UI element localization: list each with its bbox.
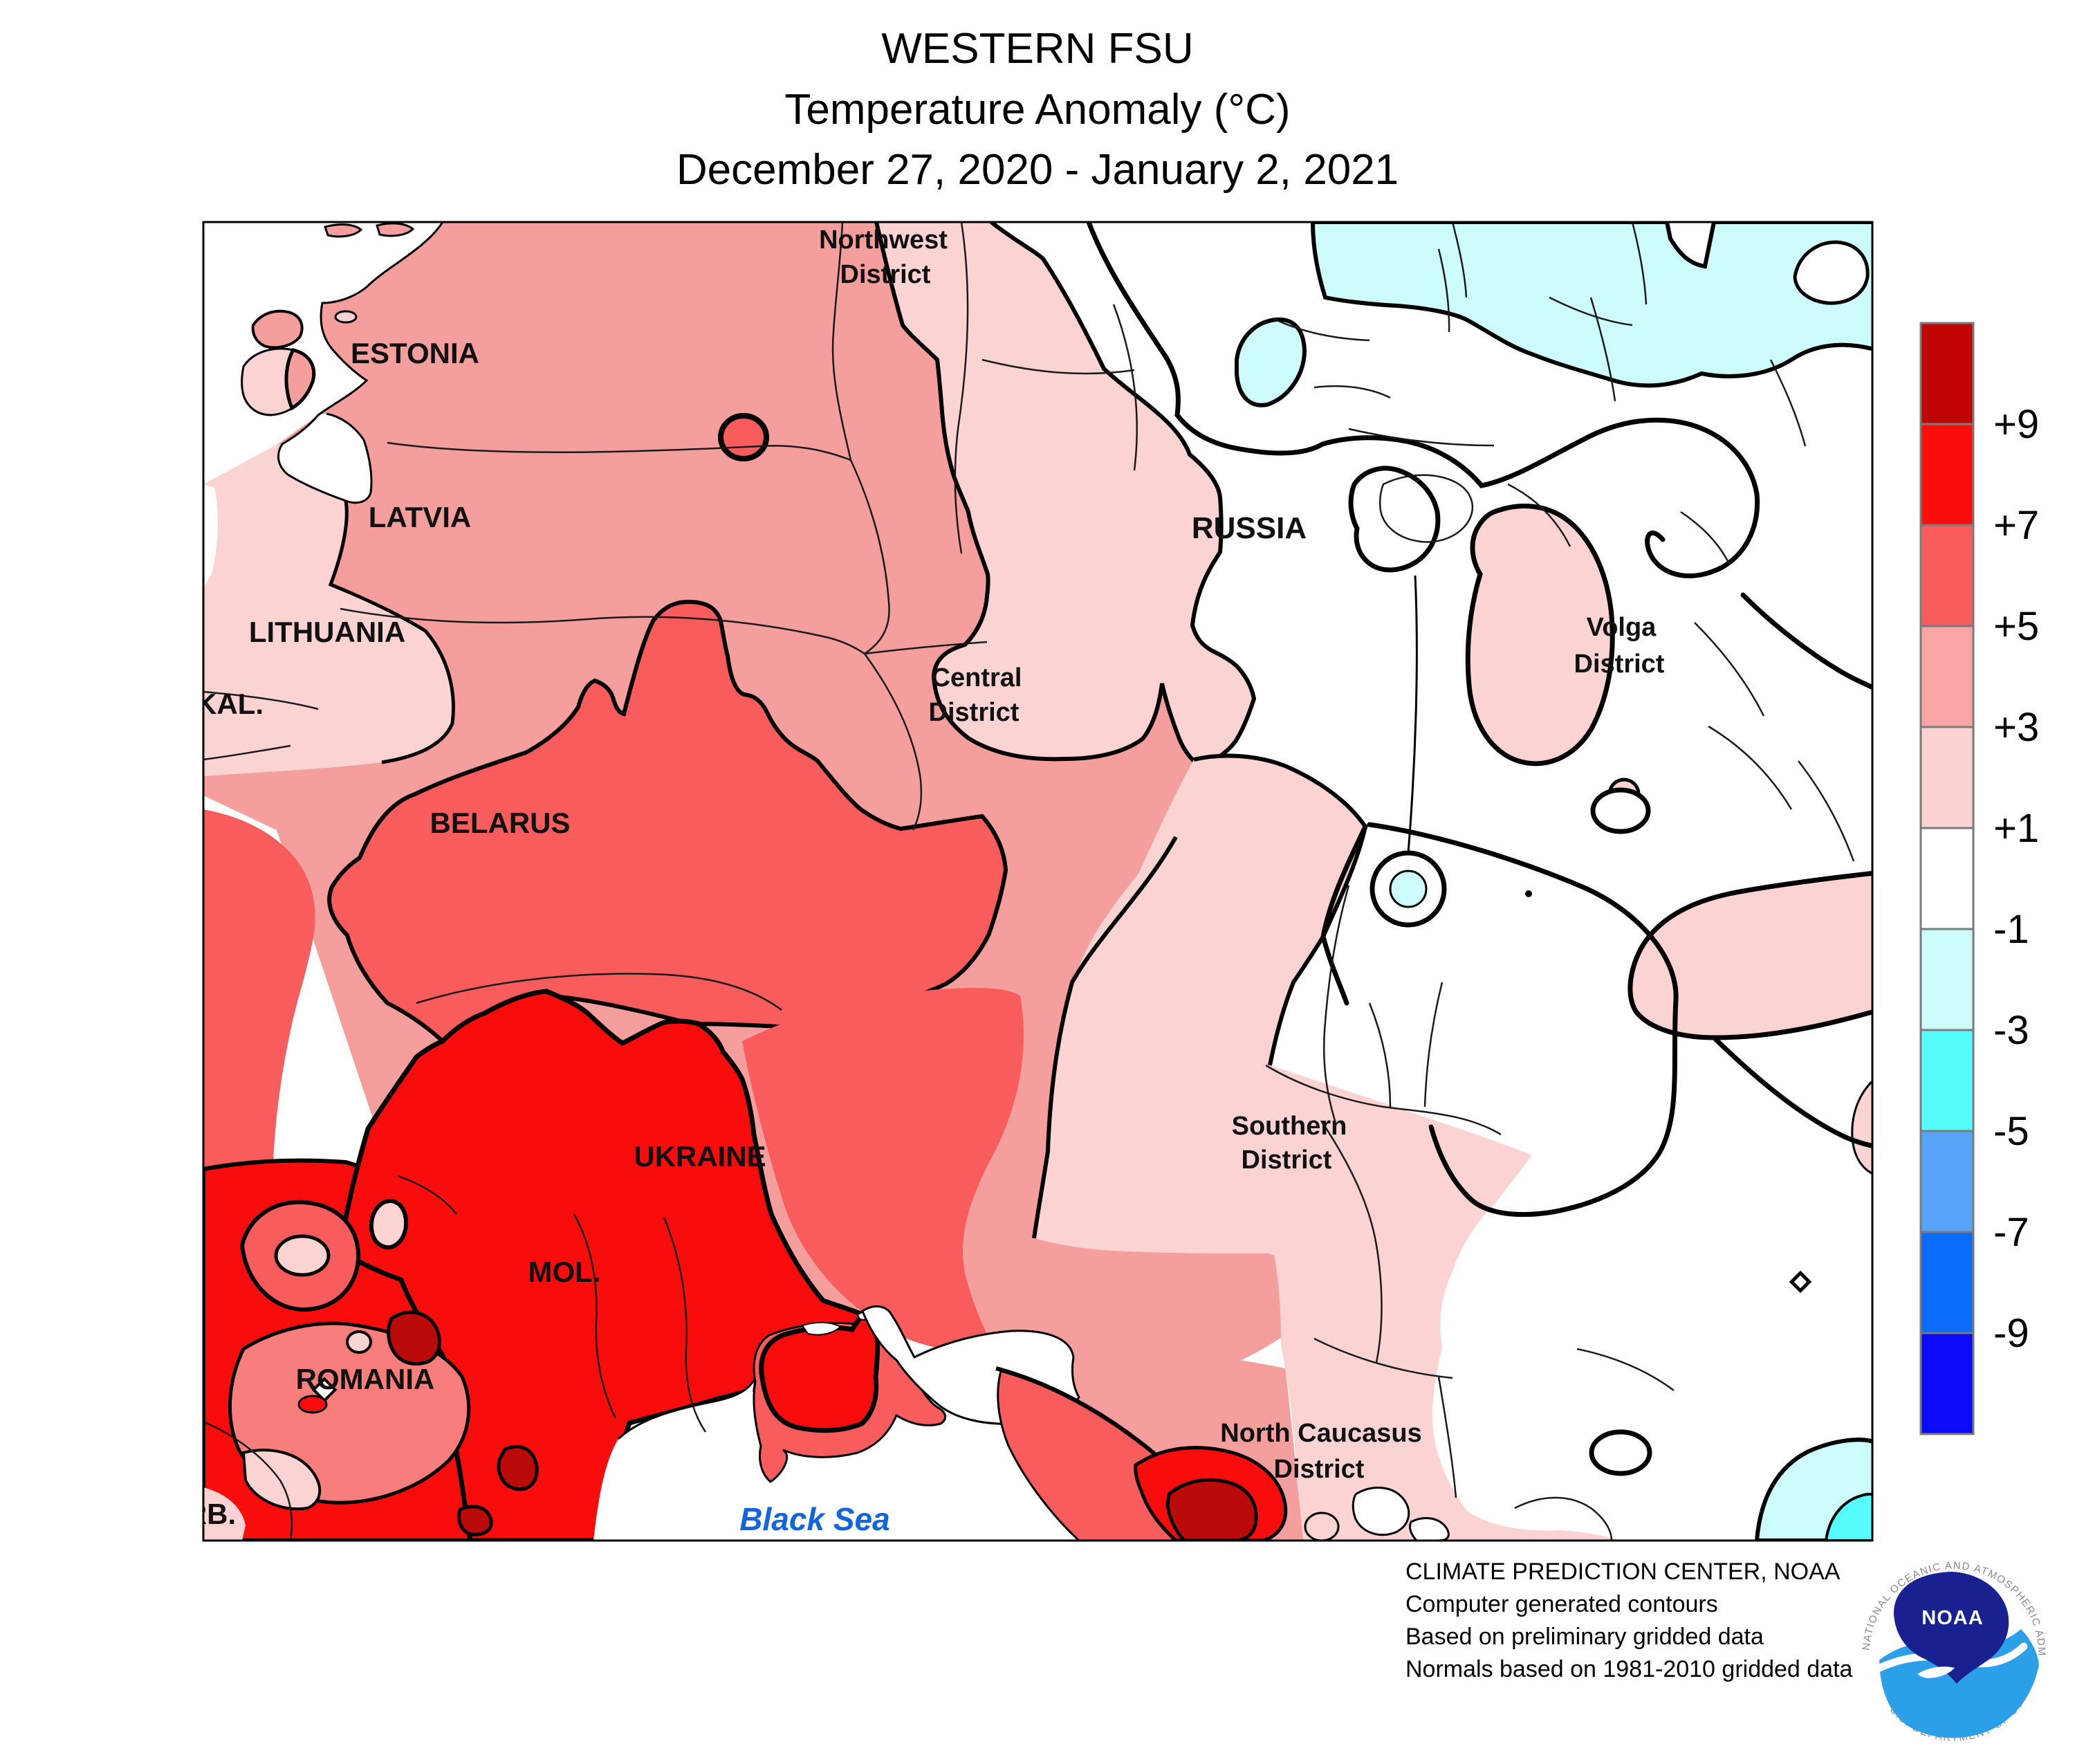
- svg-text:+1: +1: [1993, 806, 2039, 851]
- svg-text:Southern: Southern: [1232, 1112, 1347, 1141]
- svg-text:-5: -5: [1993, 1109, 2029, 1154]
- svg-text:Northwest: Northwest: [819, 226, 948, 255]
- svg-text:+3: +3: [1993, 705, 2039, 750]
- svg-text:-3: -3: [1993, 1008, 2029, 1053]
- svg-text:WESTERN FSU: WESTERN FSU: [881, 25, 1193, 73]
- svg-text:North Caucasus: North Caucasus: [1220, 1419, 1421, 1448]
- svg-text:District: District: [840, 260, 931, 289]
- svg-text:Volga: Volga: [1587, 613, 1657, 642]
- svg-text:RB.: RB.: [186, 1498, 236, 1530]
- svg-text:Central: Central: [932, 663, 1022, 692]
- svg-text:Normals based on 1981-2010 gri: Normals based on 1981-2010 gridded data: [1405, 1656, 1853, 1682]
- svg-text:ROMANIA: ROMANIA: [296, 1363, 435, 1395]
- svg-text:-1: -1: [1993, 907, 2029, 952]
- svg-text:NOAA: NOAA: [1921, 1607, 1983, 1629]
- svg-text:+5: +5: [1993, 604, 2039, 649]
- svg-text:BELARUS: BELARUS: [430, 807, 570, 839]
- svg-text:RUSSIA: RUSSIA: [1192, 511, 1307, 545]
- svg-text:ESTONIA: ESTONIA: [351, 337, 479, 369]
- svg-text:Computer generated contours: Computer generated contours: [1405, 1591, 1718, 1617]
- svg-text:MOL.: MOL.: [528, 1256, 601, 1288]
- svg-text:LATVIA: LATVIA: [369, 501, 472, 533]
- svg-text:-9: -9: [1993, 1311, 2029, 1356]
- svg-text:District: District: [1274, 1455, 1365, 1484]
- svg-text:KAL.: KAL.: [196, 688, 264, 720]
- svg-text:LITHUANIA: LITHUANIA: [249, 616, 405, 648]
- svg-text:-7: -7: [1993, 1210, 2029, 1255]
- svg-text:District: District: [929, 698, 1020, 727]
- svg-text:UKRAINE: UKRAINE: [634, 1140, 766, 1173]
- svg-text:Black Sea: Black Sea: [739, 1501, 889, 1537]
- svg-text:December 27, 2020 - January 2,: December 27, 2020 - January 2, 2021: [676, 146, 1399, 194]
- svg-text:District: District: [1574, 650, 1665, 679]
- svg-text:+7: +7: [1993, 503, 2039, 548]
- svg-text:Temperature Anomaly (°C): Temperature Anomaly (°C): [784, 86, 1290, 134]
- svg-text:District: District: [1242, 1146, 1332, 1175]
- svg-text:+9: +9: [1993, 402, 2039, 447]
- svg-text:CLIMATE PREDICTION CENTER, NOA: CLIMATE PREDICTION CENTER, NOAA: [1405, 1559, 1841, 1585]
- svg-text:Based on preliminary gridded d: Based on preliminary gridded data: [1405, 1624, 1764, 1650]
